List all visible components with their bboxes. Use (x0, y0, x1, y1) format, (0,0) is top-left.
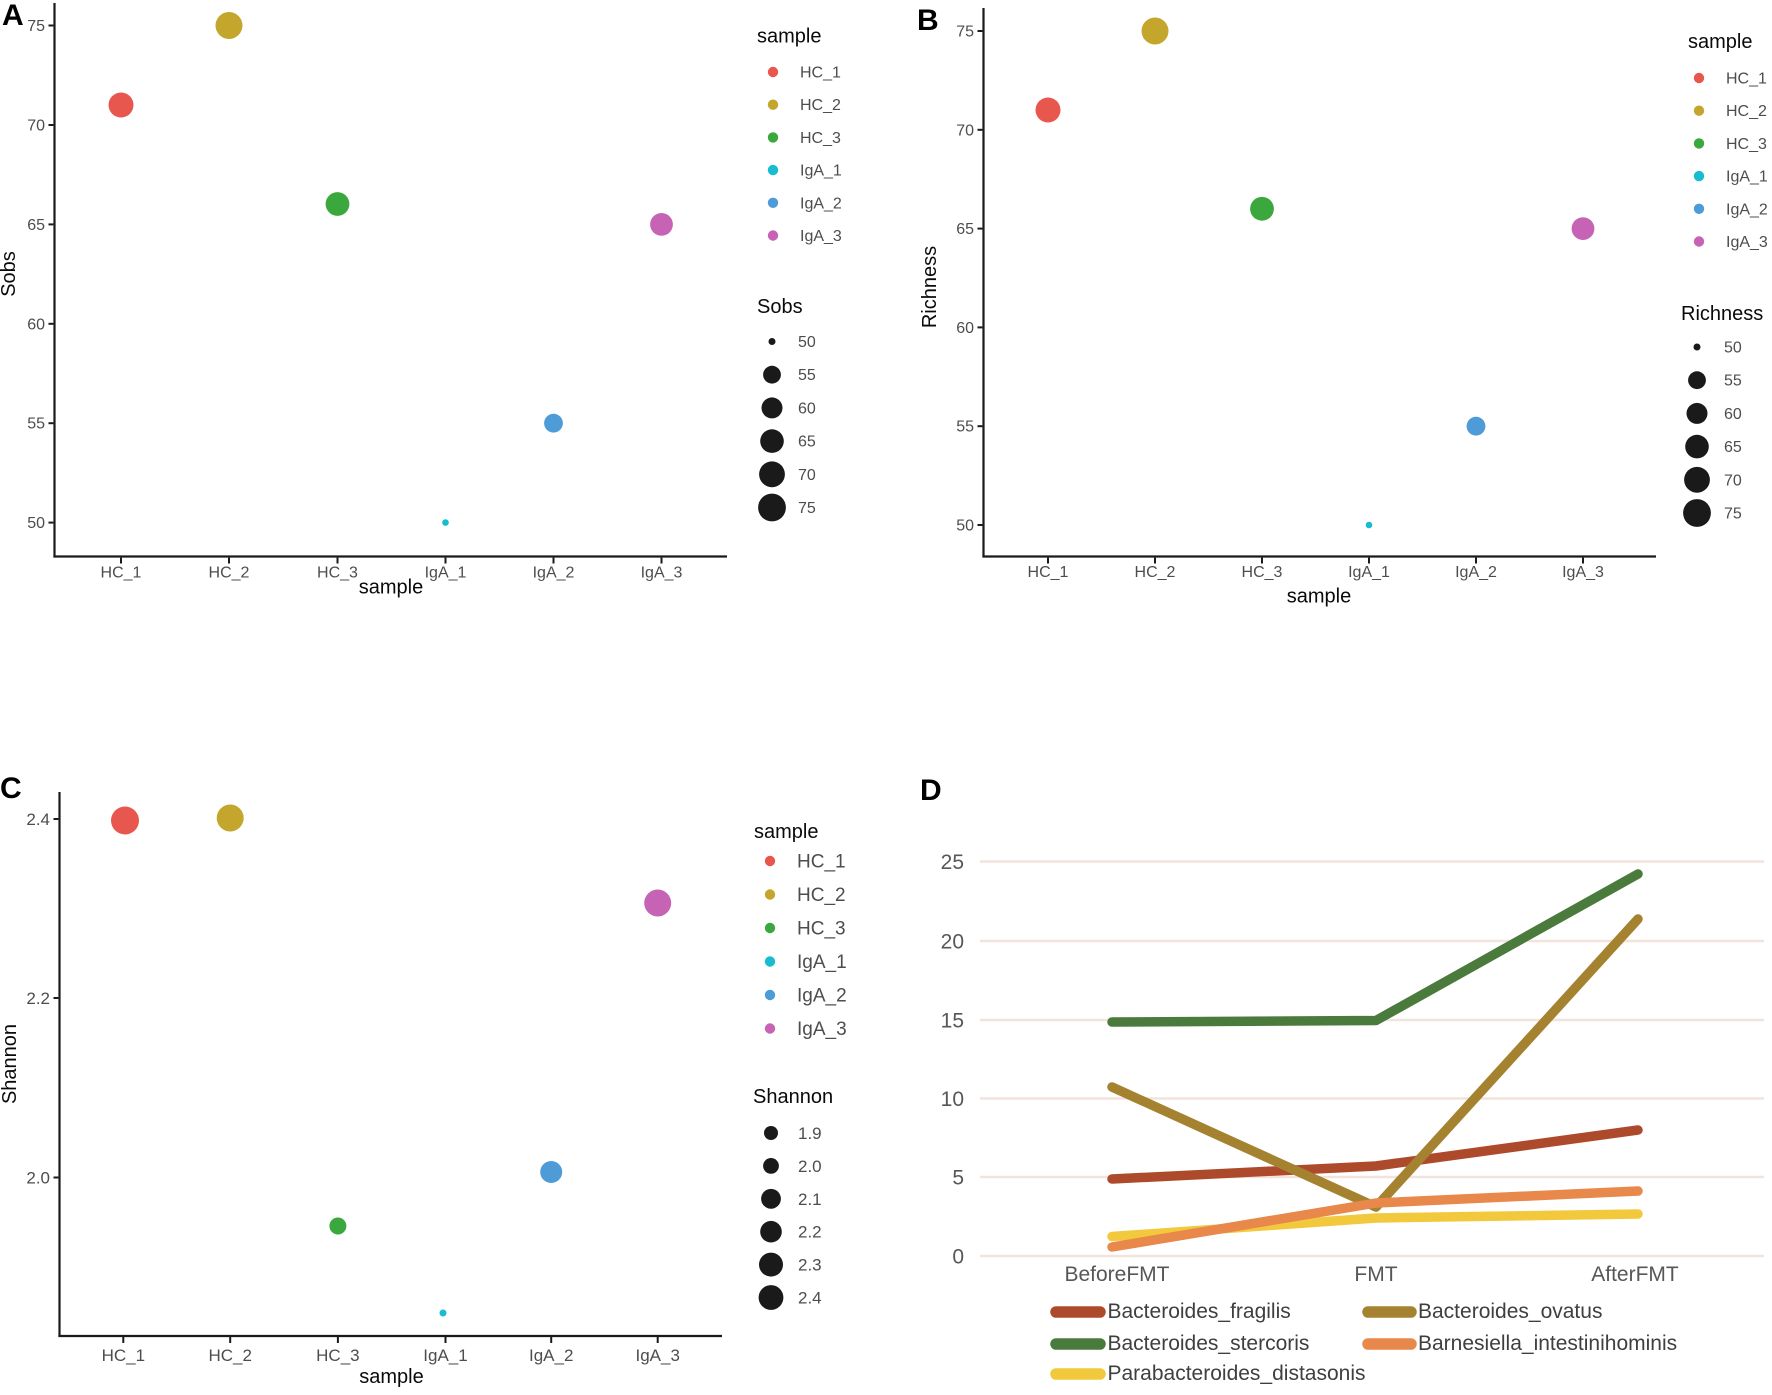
svg-text:2.1: 2.1 (798, 1190, 822, 1209)
svg-text:Bacteroides_ovatus: Bacteroides_ovatus (1418, 1300, 1602, 1323)
svg-text:HC_3: HC_3 (1242, 564, 1283, 581)
svg-text:Sobs: Sobs (0, 251, 20, 297)
svg-text:sample: sample (754, 821, 818, 843)
svg-text:sample: sample (1688, 31, 1752, 53)
svg-text:70: 70 (798, 467, 816, 484)
svg-text:Sobs: Sobs (757, 296, 803, 318)
svg-text:65: 65 (956, 221, 974, 238)
svg-text:75: 75 (27, 18, 45, 35)
svg-text:2.2: 2.2 (798, 1223, 822, 1242)
svg-text:HC_2: HC_2 (797, 885, 846, 906)
svg-text:60: 60 (1724, 406, 1742, 423)
svg-text:0: 0 (952, 1246, 964, 1269)
svg-text:50: 50 (27, 515, 45, 532)
svg-text:60: 60 (27, 316, 45, 333)
svg-text:2.4: 2.4 (798, 1289, 822, 1308)
svg-text:IgA_3: IgA_3 (1726, 234, 1768, 251)
svg-text:HC_2: HC_2 (209, 565, 250, 582)
svg-text:HC_2: HC_2 (1726, 103, 1767, 120)
svg-text:IgA_3: IgA_3 (800, 228, 842, 245)
svg-text:2.0: 2.0 (26, 1169, 50, 1188)
svg-text:C: C (0, 772, 22, 805)
svg-text:5: 5 (952, 1167, 964, 1190)
svg-text:IgA_1: IgA_1 (1726, 169, 1768, 186)
svg-text:IgA_3: IgA_3 (635, 1346, 679, 1365)
svg-text:HC_2: HC_2 (800, 97, 841, 114)
svg-text:HC_1: HC_1 (102, 1346, 145, 1365)
svg-text:HC_3: HC_3 (316, 1346, 359, 1365)
svg-text:IgA_3: IgA_3 (641, 565, 683, 582)
svg-text:IgA_2: IgA_2 (529, 1346, 573, 1365)
svg-text:10: 10 (941, 1088, 964, 1111)
svg-text:HC_1: HC_1 (797, 852, 846, 873)
svg-text:A: A (2, 0, 24, 32)
svg-text:Richness: Richness (919, 246, 941, 328)
svg-text:2.0: 2.0 (798, 1157, 822, 1176)
svg-text:75: 75 (798, 500, 816, 517)
svg-text:2.2: 2.2 (26, 989, 50, 1008)
svg-text:1.9: 1.9 (798, 1124, 822, 1143)
svg-text:60: 60 (956, 320, 974, 337)
svg-text:15: 15 (941, 1010, 964, 1033)
svg-text:BeforeFMT: BeforeFMT (1064, 1263, 1169, 1286)
svg-text:IgA_1: IgA_1 (797, 952, 847, 973)
svg-text:AfterFMT: AfterFMT (1591, 1263, 1679, 1286)
svg-text:IgA_2: IgA_2 (533, 565, 575, 582)
svg-text:HC_1: HC_1 (101, 565, 142, 582)
svg-text:IgA_3: IgA_3 (1562, 564, 1604, 581)
svg-text:75: 75 (1724, 506, 1742, 523)
svg-text:Shannon: Shannon (753, 1086, 833, 1108)
svg-text:sample: sample (757, 26, 821, 48)
svg-text:60: 60 (798, 400, 816, 417)
svg-text:HC_1: HC_1 (800, 65, 841, 82)
svg-text:FMT: FMT (1354, 1263, 1397, 1286)
svg-text:50: 50 (956, 518, 974, 535)
svg-text:25: 25 (941, 851, 964, 874)
svg-text:65: 65 (1724, 439, 1742, 456)
svg-text:Parabacteroides_distasonis: Parabacteroides_distasonis (1108, 1362, 1366, 1385)
svg-text:HC_2: HC_2 (1135, 564, 1176, 581)
svg-text:50: 50 (1724, 340, 1742, 357)
svg-text:70: 70 (1724, 472, 1742, 489)
svg-text:2.4: 2.4 (26, 810, 50, 829)
svg-text:IgA_1: IgA_1 (425, 565, 467, 582)
svg-text:55: 55 (27, 416, 45, 433)
svg-text:65: 65 (27, 217, 45, 234)
svg-text:70: 70 (27, 118, 45, 135)
svg-text:HC_1: HC_1 (1028, 564, 1069, 581)
svg-text:HC_3: HC_3 (317, 565, 358, 582)
svg-text:Richness: Richness (1681, 303, 1763, 325)
svg-text:sample: sample (359, 577, 423, 599)
svg-text:Bacteroides_fragilis: Bacteroides_fragilis (1108, 1300, 1291, 1323)
svg-text:HC_3: HC_3 (1726, 136, 1767, 153)
svg-text:Shannon: Shannon (0, 1024, 21, 1104)
svg-text:IgA_2: IgA_2 (1726, 201, 1768, 218)
svg-text:sample: sample (1287, 586, 1351, 608)
svg-text:HC_3: HC_3 (797, 919, 846, 940)
svg-text:55: 55 (956, 419, 974, 436)
svg-text:B: B (917, 4, 939, 37)
svg-text:75: 75 (956, 24, 974, 41)
svg-text:IgA_1: IgA_1 (800, 163, 842, 180)
svg-text:Bacteroides_stercoris: Bacteroides_stercoris (1108, 1332, 1310, 1355)
svg-text:IgA_2: IgA_2 (1455, 564, 1497, 581)
svg-text:Barnesiella_intestinihominis: Barnesiella_intestinihominis (1418, 1332, 1677, 1355)
svg-text:65: 65 (798, 434, 816, 451)
svg-text:HC_3: HC_3 (800, 130, 841, 147)
svg-text:55: 55 (1724, 373, 1742, 390)
svg-text:HC_1: HC_1 (1726, 71, 1767, 88)
svg-text:IgA_1: IgA_1 (1348, 564, 1390, 581)
svg-text:IgA_2: IgA_2 (797, 986, 847, 1007)
svg-text:D: D (920, 774, 942, 807)
svg-text:2.3: 2.3 (798, 1256, 822, 1275)
svg-text:HC_2: HC_2 (208, 1346, 251, 1365)
svg-text:IgA_1: IgA_1 (423, 1346, 467, 1365)
svg-text:IgA_2: IgA_2 (800, 195, 842, 212)
svg-text:55: 55 (798, 367, 816, 384)
svg-text:50: 50 (798, 334, 816, 351)
svg-text:IgA_3: IgA_3 (797, 1019, 847, 1040)
svg-text:sample: sample (359, 1366, 423, 1388)
svg-text:20: 20 (941, 931, 964, 954)
svg-text:70: 70 (956, 122, 974, 139)
